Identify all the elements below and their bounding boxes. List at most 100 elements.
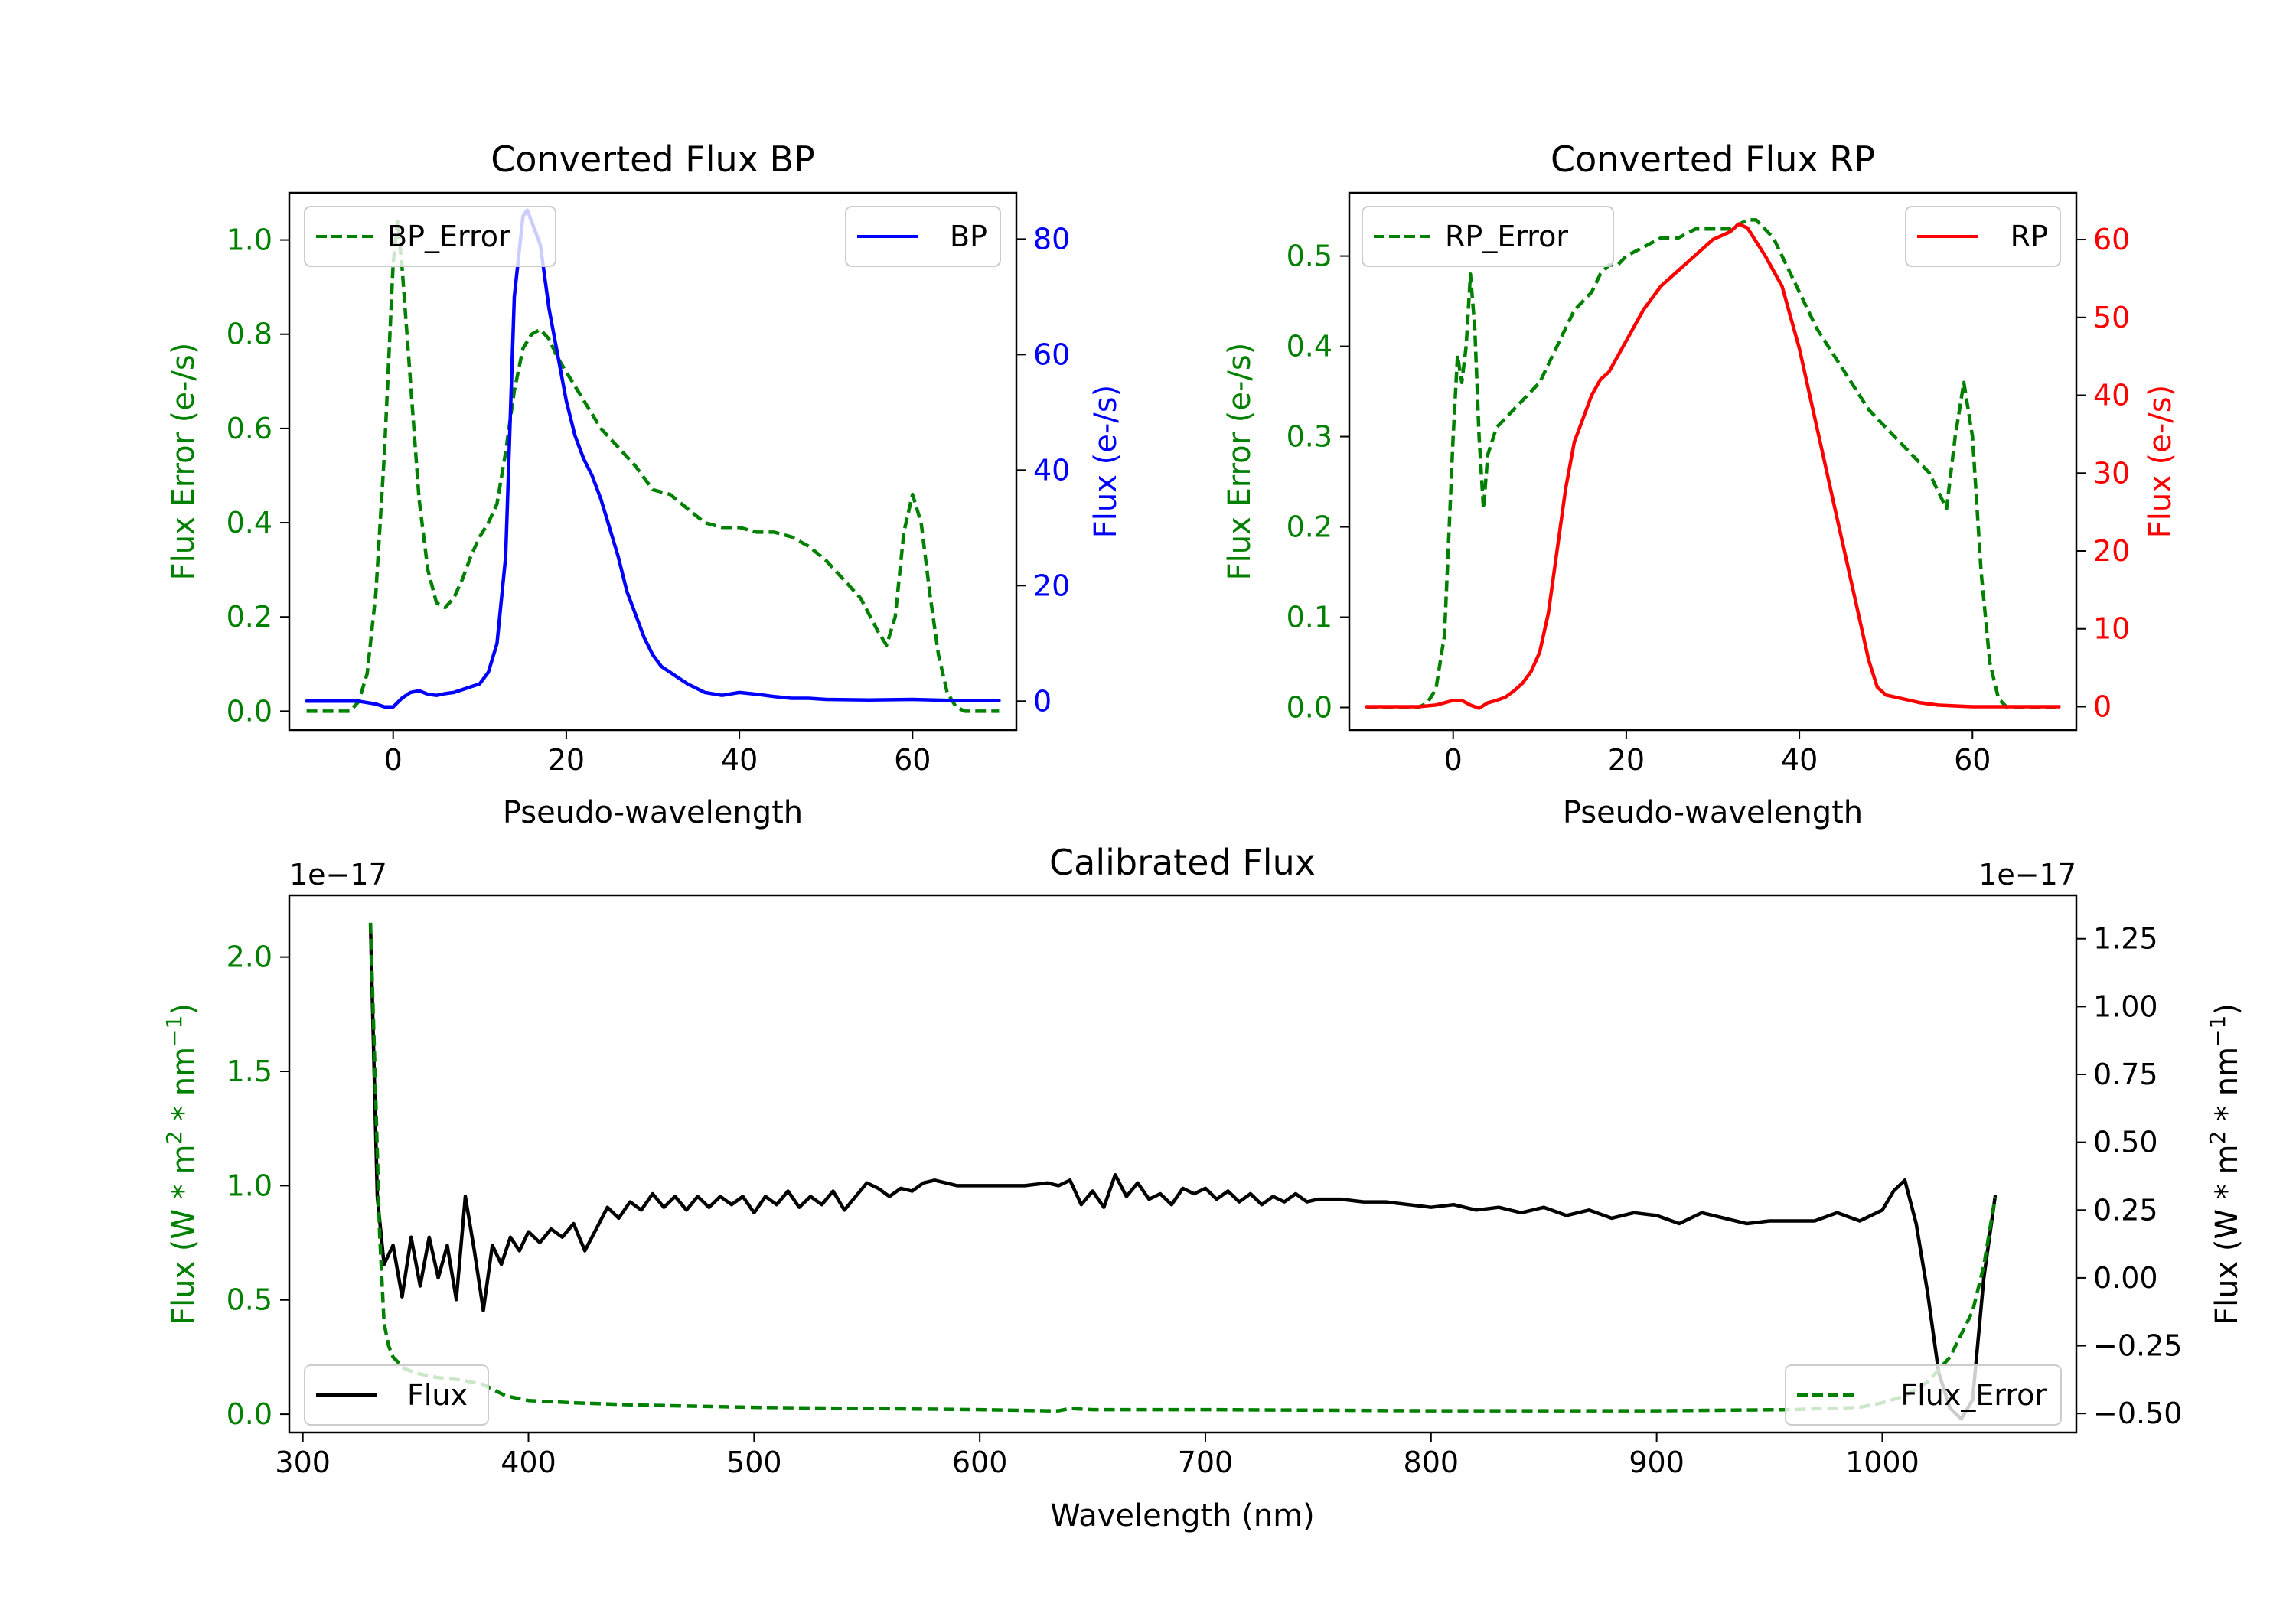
bp-y-right-tick-label-1: 20 [1033,569,1070,602]
rp-y-right-tick-label-0: 0 [2093,689,2112,723]
rp-y-right-tick-label-1: 10 [2093,612,2130,646]
bp-x-tick-label-0: 0 [384,743,403,777]
bp-lines [305,208,1001,713]
cal-y-left-tick-label-4: 2.0 [227,940,272,974]
cal-y-left-ticks: 0.0 0.5 1.0 1.5 2.0 [227,940,289,1431]
cal-lines [368,922,1998,1421]
cal-legend-error-box [1785,1364,2062,1426]
cal-title: Calibrated Flux [1049,842,1316,883]
cal-x-tick-label-7: 1000 [1845,1446,1919,1479]
cal-y-right-label: Flux (W * m2 * nm−1) [2205,1003,2245,1325]
cal-plot-frame [288,894,2078,1434]
rp-y-right-tick-label-6: 60 [2093,223,2130,256]
cal-series-flux-error [368,922,1998,1413]
rp-series-rp [1365,222,2061,710]
rp-title: Converted Flux RP [1551,139,1875,180]
cal-x-tick-label-0: 300 [275,1446,331,1479]
bp-title: Converted Flux BP [491,139,815,180]
rp-y-right-tick-label-5: 50 [2093,301,2130,334]
bp-plot-frame [288,191,1018,732]
rp-y-left-ticks: 0.0 0.1 0.2 0.3 0.4 0.5 [1287,240,1349,725]
cal-legend-error-label: Flux_Error [1900,1378,2047,1412]
rp-y-left-tick-label-0: 0.0 [1287,691,1332,725]
bp-y-right-label: Flux (e-/s) [1088,385,1124,538]
rp-y-right-tick-label-4: 40 [2093,379,2130,412]
calibrated-panel: Calibrated Flux 300 400 500 600 700 800 900 100… [161,842,2245,1534]
rp-legend-error: RP_Error [1362,206,1614,267]
cal-y-right-ticks: −0.50 −0.25 0.00 0.25 0.50 0.75 1.00 1.25 [2076,922,2182,1430]
bp-series-bp-error [306,219,1000,713]
cal-y-right-tick-label-1: −0.25 [2093,1329,2182,1363]
rp-lines [1365,218,2061,710]
rp-x-label: Pseudo-wavelength [1563,795,1863,830]
bp-y-right-tick-label-2: 40 [1033,453,1070,487]
bp-x-tick-label-1: 20 [548,743,585,777]
bp-y-left-tick-label-4: 0.8 [227,318,272,351]
bp-y-left-tick-label-1: 0.2 [227,600,272,634]
bp-x-tick-label-3: 60 [894,743,931,777]
cal-x-tick-label-3: 600 [952,1446,1008,1479]
rp-x-tick-label-2: 40 [1781,743,1818,777]
bp-legend-flux: BP [845,206,1001,267]
rp-y-left-tick-label-3: 0.3 [1287,420,1332,454]
rp-y-left-tick-label-2: 0.2 [1287,510,1332,544]
cal-y-left-tick-label-0: 0.0 [227,1397,272,1431]
bp-series-bp [305,208,1001,709]
bp-legend-error: BP_Error [304,206,556,267]
cal-x-ticks: 300 400 500 600 700 800 900 1000 [275,1433,1919,1479]
cal-x-tick-label-5: 800 [1404,1446,1459,1479]
cal-y-right-tick-label-0: −0.50 [2093,1397,2182,1430]
cal-y-right-tick-label-4: 0.50 [2093,1126,2158,1159]
cal-y-right-tick-label-3: 0.25 [2093,1193,2158,1227]
cal-y-left-exponent: 1e−17 [289,858,387,892]
rp-y-left-tick-label-1: 0.1 [1287,601,1332,634]
bp-y-right-tick-label-0: 0 [1033,684,1052,718]
rp-y-left-label: Flux Error (e-/s) [1222,343,1257,581]
bp-y-left-tick-label-2: 0.4 [227,506,272,539]
rp-x-tick-label-0: 0 [1444,743,1463,777]
rp-y-right-label: Flux (e-/s) [2143,385,2178,538]
cal-y-left-tick-label-2: 1.0 [227,1169,272,1202]
bp-y-right-ticks: 0 20 40 60 80 [1016,222,1070,718]
rp-y-right-tick-label-3: 30 [2093,456,2130,490]
bp-y-left-ticks: 0.0 0.2 0.4 0.6 0.8 1.0 [227,223,289,728]
rp-legend-error-box [1362,206,1614,267]
rp-y-left-tick-label-4: 0.4 [1287,330,1332,363]
cal-legend-flux-box [304,1364,489,1426]
cal-x-tick-label-4: 700 [1178,1446,1234,1479]
cal-y-right-tick-label-2: 0.00 [2093,1261,2158,1295]
bp-legend-flux-label: BP [950,220,987,253]
rp-y-right-ticks: 0 10 20 30 40 50 60 [2076,223,2130,723]
cal-legend-flux: Flux [304,1364,489,1426]
bp-x-label: Pseudo-wavelength [503,795,803,830]
cal-y-left-tick-label-1: 0.5 [227,1283,272,1317]
cal-x-tick-label-6: 900 [1629,1446,1684,1479]
rp-legend-flux: RP [1905,206,2061,267]
rp-legend-error-label: RP_Error [1445,220,1568,253]
rp-legend-flux-label: RP [2011,220,2048,253]
bp-legend-error-label: BP_Error [387,220,510,253]
rp-y-right-tick-label-2: 20 [2093,534,2130,568]
rp-panel: Converted Flux RP 0 20 40 60 0.00.10.20.30.… [1222,139,2178,830]
rp-x-tick-label-1: 20 [1608,743,1645,777]
rp-y-left-tick-label-5: 0.5 [1287,240,1332,273]
bp-panel: Converted Flux BP 0 20 40 60 0.00.20.40.60.… [166,139,1124,830]
rp-plot-frame [1348,191,2078,732]
bp-legend-flux-box [845,206,1001,267]
rp-x-ticks: 0 20 40 60 [1444,730,1991,777]
cal-y-right-tick-label-5: 0.75 [2093,1058,2158,1091]
cal-legend-flux-label: Flux [407,1378,468,1412]
cal-y-left-tick-label-3: 1.5 [227,1054,272,1088]
bp-y-left-label: Flux Error (e-/s) [166,343,201,581]
rp-x-tick-label-3: 60 [1954,743,1991,777]
bp-y-right-tick-label-3: 60 [1033,337,1070,371]
bp-x-tick-label-2: 40 [721,743,758,777]
cal-x-label: Wavelength (nm) [1050,1498,1315,1534]
bp-y-right-tick-label-4: 80 [1033,222,1070,256]
rp-series-rp-error [1366,218,2060,709]
bp-y-left-tick-label-3: 0.6 [227,412,272,445]
bp-legend-error-box [304,206,556,267]
bp-x-ticks: 0 20 40 60 [384,730,931,777]
cal-y-right-tick-label-6: 1.00 [2093,989,2158,1023]
